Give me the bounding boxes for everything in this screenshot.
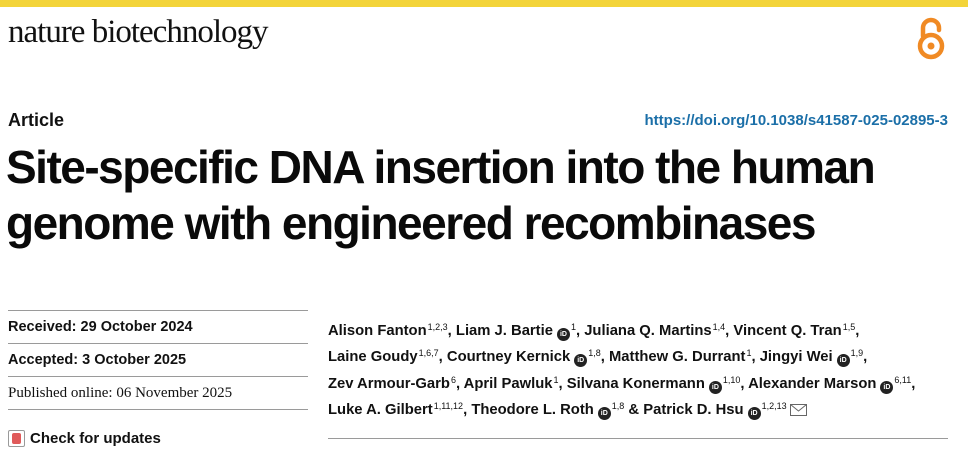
author-name[interactable]: Laine Goudy	[328, 349, 418, 366]
orcid-icon[interactable]: iD	[597, 407, 611, 421]
doi-link[interactable]: https://doi.org/10.1038/s41587-025-02895…	[644, 112, 949, 129]
author-affiliation: 1,8	[588, 348, 601, 359]
author-name[interactable]: Matthew G. Durrant	[608, 349, 746, 366]
author-list: Alison Fanton1,2,3, Liam J. Bartie iD1, J…	[328, 322, 916, 421]
author-entry: Laine Goudy1,6,7	[328, 348, 439, 366]
author-entry: Liam J. Bartie iD1	[455, 322, 576, 341]
author-entry: Zev Armour-Garb6	[328, 374, 456, 392]
author-name[interactable]: Zev Armour-Garb	[328, 375, 450, 392]
author-entry: Vincent Q. Tran1,5	[733, 322, 856, 339]
author-name[interactable]: April Pawluk	[463, 375, 553, 392]
open-access-lock-icon[interactable]	[914, 16, 948, 60]
author-name[interactable]: Vincent Q. Tran	[733, 323, 842, 339]
author-affiliation: 1,8	[611, 401, 625, 412]
article-title: Site-specific DNA insertion into the hum…	[6, 141, 876, 249]
article-type: Article	[8, 110, 65, 130]
author-affiliation: 1	[570, 322, 576, 332]
author-name[interactable]: Courtney Kernick	[446, 349, 571, 366]
author-name[interactable]: Patrick D. Hsu	[643, 402, 744, 419]
check-for-updates-button[interactable]: Check for updates	[8, 409, 308, 455]
author-affiliation: 1,2,13	[761, 401, 787, 412]
author-entry: Alexander Marson iD6,11	[748, 374, 912, 394]
author-entry: Juliana Q. Martins1,4	[584, 322, 726, 339]
orcid-icon[interactable]: iD	[747, 407, 761, 421]
author-name[interactable]: Silvana Konermann	[566, 375, 705, 392]
orcid-icon[interactable]: iD	[708, 380, 722, 394]
author-entry: Theodore L. Roth iD1,8	[471, 401, 625, 421]
check-for-updates-label: Check for updates	[30, 429, 161, 447]
author-affiliation: 1,9	[850, 348, 864, 359]
journal-accent-bar	[0, 0, 968, 7]
article-dates: Received: 29 October 2024 Accepted: 3 Oc…	[8, 310, 308, 455]
author-name[interactable]: Alison Fanton	[328, 323, 427, 339]
orcid-icon[interactable]: iD	[880, 380, 894, 394]
received-date: Received: 29 October 2024	[8, 310, 308, 343]
author-affiliation: 1,6,7	[418, 348, 439, 359]
author-affiliation: 6,11	[894, 374, 912, 385]
author-affiliation: 1,10	[722, 374, 741, 385]
author-entry: Luke A. Gilbert1,11,12	[328, 401, 464, 419]
author-affiliation: 6	[450, 374, 456, 385]
author-entry: Jingyi Wei iD1,9	[759, 348, 864, 368]
journal-name[interactable]: nature biotechnology	[8, 14, 269, 50]
divider	[328, 438, 948, 439]
author-name[interactable]: Jingyi Wei	[759, 349, 833, 366]
author-affiliation: 1	[746, 348, 752, 359]
author-affiliation: 1,11,12	[433, 401, 464, 412]
author-entry: Courtney Kernick iD1,8	[446, 348, 601, 368]
orcid-icon[interactable]: iD	[556, 328, 570, 341]
email-icon[interactable]	[789, 404, 807, 417]
published-date: Published online: 06 November 2025	[8, 376, 308, 409]
author-entry: Silvana Konermann iD1,10	[566, 374, 741, 394]
author-entry: Matthew G. Durrant1	[608, 348, 752, 366]
author-entry: Patrick D. Hsu iD1,2,13	[643, 401, 807, 421]
author-affiliation: 1	[553, 374, 559, 385]
author-name[interactable]: Juliana Q. Martins	[584, 323, 712, 339]
accepted-date: Accepted: 3 October 2025	[8, 343, 308, 376]
author-entry: April Pawluk1	[463, 374, 559, 392]
author-name[interactable]: Alexander Marson	[748, 375, 877, 392]
author-name[interactable]: Liam J. Bartie	[455, 323, 553, 339]
check-updates-icon	[8, 429, 25, 447]
author-entry: Alison Fanton1,2,3	[328, 322, 448, 339]
orcid-icon[interactable]: iD	[836, 354, 850, 368]
orcid-icon[interactable]: iD	[574, 354, 588, 368]
author-affiliation: 1,2,3	[427, 322, 448, 332]
author-name[interactable]: Theodore L. Roth	[471, 402, 594, 419]
author-affiliation: 1,4	[712, 322, 726, 332]
author-affiliation: 1,5	[842, 322, 856, 332]
author-name[interactable]: Luke A. Gilbert	[328, 402, 433, 419]
